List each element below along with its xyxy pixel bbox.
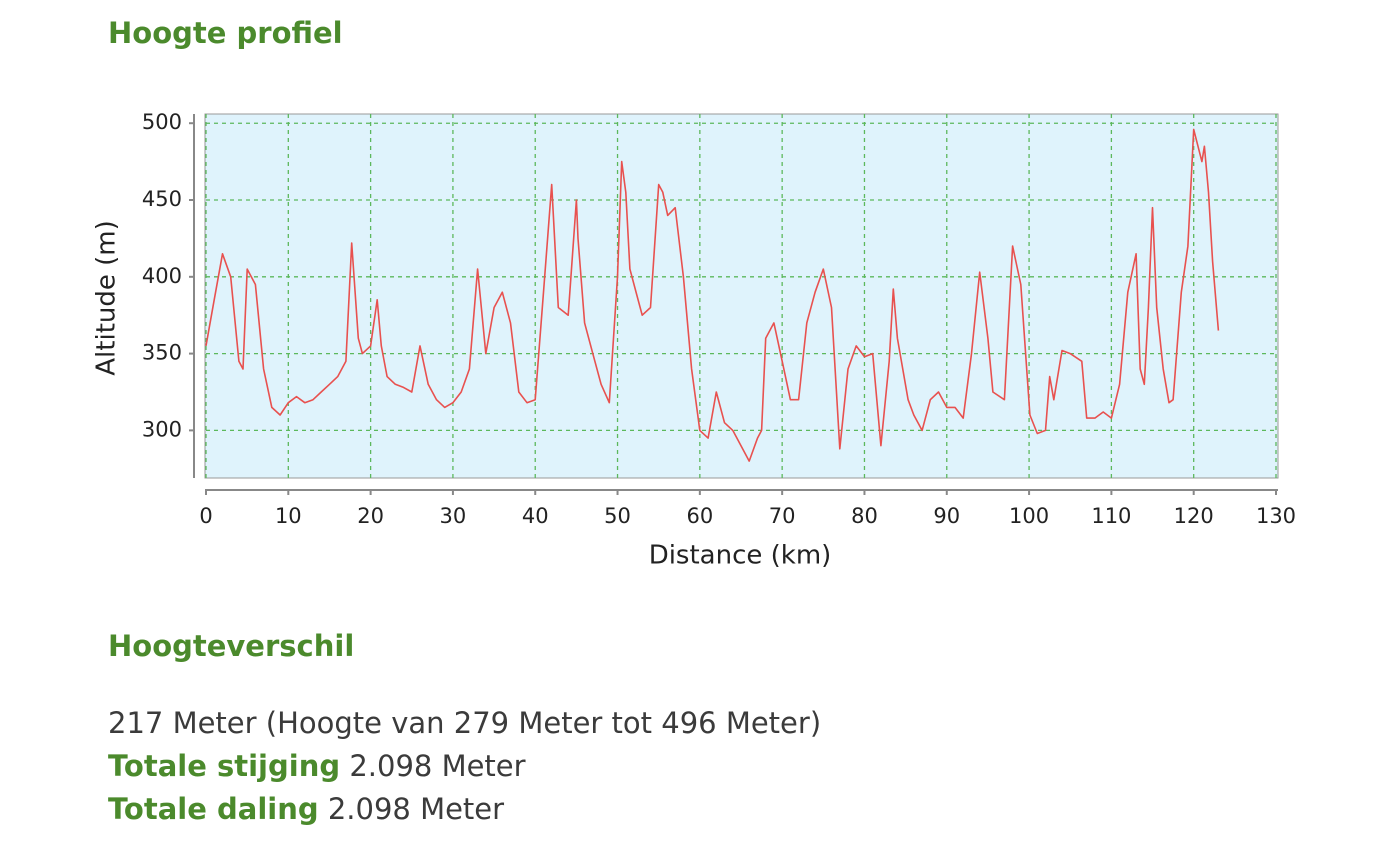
plot-area: [204, 113, 1279, 479]
ascent-label: Totale stijging: [108, 749, 341, 783]
heading: Hoogte profiel: [108, 16, 343, 50]
descent-label: Totale daling: [108, 792, 319, 826]
x-tick-label: 130: [1256, 504, 1296, 528]
x-tick-label: 70: [769, 504, 796, 528]
y-tick-label: 400: [142, 264, 182, 288]
y-tick-label: 350: [142, 341, 182, 365]
y-axis-label: Altitude (m): [92, 220, 122, 375]
summary-heading: Hoogteverschil: [108, 629, 355, 663]
x-tick-label: 0: [199, 504, 212, 528]
x-tick-label: 90: [933, 504, 960, 528]
y-tick-label: 450: [142, 187, 182, 211]
x-tick-label: 110: [1091, 504, 1131, 528]
x-tick-label: 40: [522, 504, 549, 528]
x-axis-label: Distance (km): [649, 541, 832, 571]
ascent-value: 2.098 Meter: [349, 749, 526, 783]
x-tick-label: 20: [357, 504, 384, 528]
y-tick-label: 500: [142, 110, 182, 134]
x-tick-label: 80: [851, 504, 878, 528]
x-tick-label: 120: [1174, 504, 1214, 528]
x-tick-label: 10: [275, 504, 302, 528]
x-tick-label: 100: [1009, 504, 1049, 528]
y-tick-label: 300: [142, 417, 182, 441]
range-text: 217 Meter (Hoogte van 279 Meter tot 496 …: [108, 706, 822, 740]
x-tick-label: 60: [686, 504, 713, 528]
chart: Distance (km) Altitude (m) 3003504004505…: [92, 110, 1297, 571]
descent: Totale daling 2.098 Meter: [108, 792, 504, 826]
descent-value: 2.098 Meter: [327, 792, 505, 826]
elevation-line: [205, 128, 1220, 462]
ascent: Totale stijging 2.098 Meter: [108, 749, 526, 783]
x-tick-label: 50: [604, 504, 631, 528]
x-tick-label: 30: [440, 504, 467, 528]
